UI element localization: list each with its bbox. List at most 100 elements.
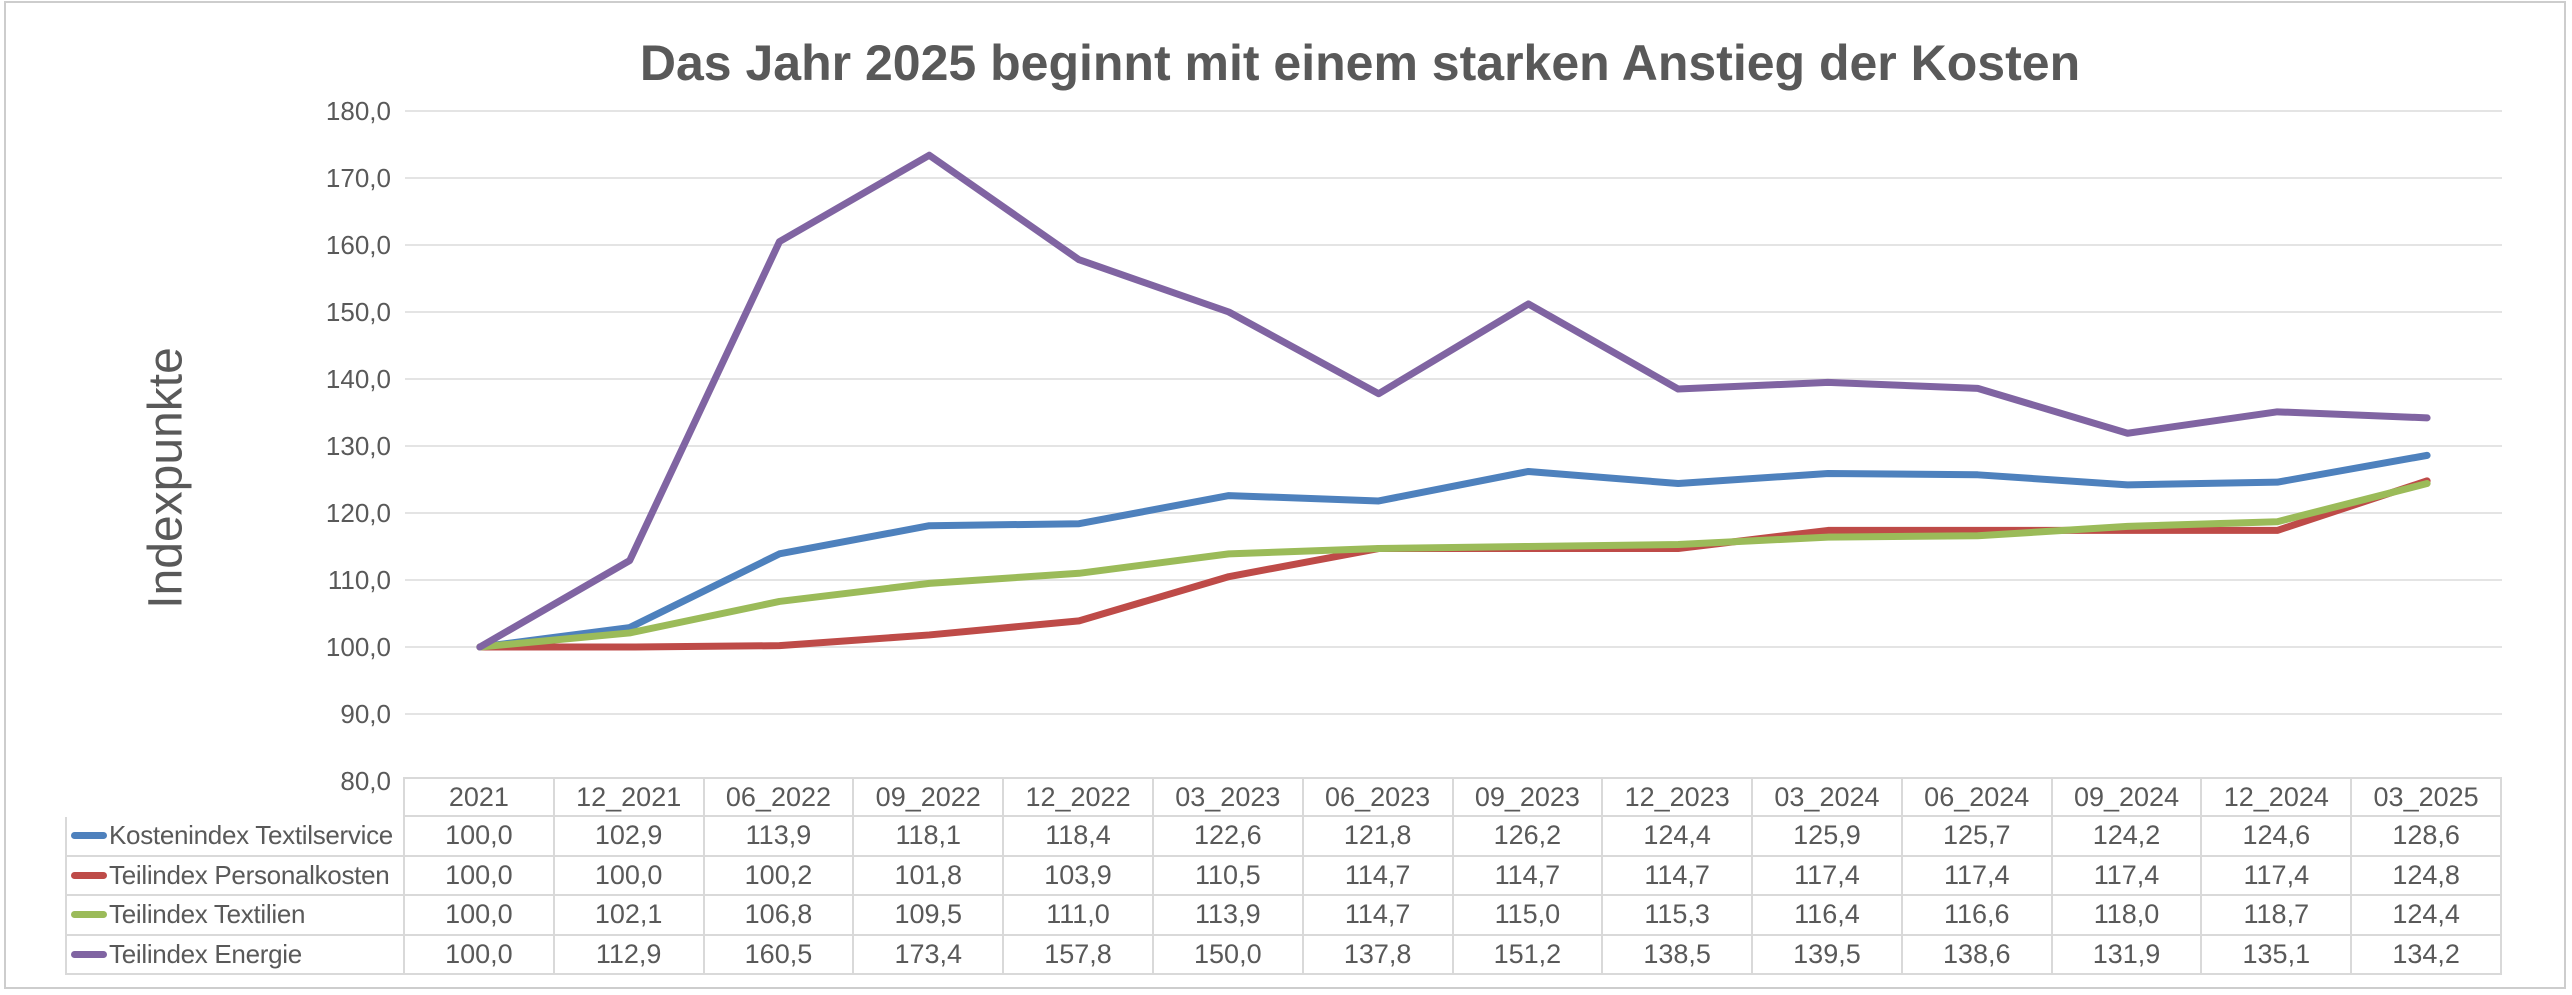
table-value-cell: 151,2	[1453, 935, 1604, 975]
y-axis-tick-label: 150,0	[325, 297, 391, 327]
table-value-cell: 101,8	[854, 856, 1005, 896]
table-value-cell: 125,9	[1753, 817, 1903, 857]
y-axis-tick-label: 140,0	[325, 364, 391, 394]
table-value-cell: 139,5	[1753, 935, 1903, 975]
table-value-cell: 100,0	[405, 856, 555, 896]
table-value-cell: 124,2	[2052, 817, 2203, 857]
table-value-cell: 124,6	[2202, 817, 2353, 857]
legend-key-icon	[71, 911, 107, 919]
category-header-cell: 06_2023	[1303, 777, 1454, 817]
series-line-teilindex-energie	[476, 151, 2431, 651]
table-value-cell: 100,0	[405, 896, 555, 936]
table-value-cell: 118,1	[854, 817, 1005, 857]
y-axis-tick-label: 110,0	[327, 565, 391, 595]
series-name-label: Teilindex Textilien	[109, 899, 306, 930]
series-name-label: Teilindex Energie	[109, 938, 302, 969]
legend-key-icon	[71, 950, 107, 958]
table-value-cell: 117,4	[1753, 856, 1903, 896]
table-value-cell: 138,6	[1902, 935, 2053, 975]
table-row: Kostenindex Textilservice 100,0 102,9 113,9…	[65, 817, 2502, 857]
table-value-cell: 135,1	[2202, 935, 2353, 975]
y-axis-tick-label: 100,0	[325, 632, 391, 662]
table-value-cell: 116,4	[1753, 896, 1903, 936]
category-header-cell: 03_2024	[1753, 777, 1903, 817]
table-value-cell: 118,4	[1004, 817, 1154, 857]
table-value-cell: 113,9	[704, 817, 855, 857]
table-value-cell: 116,6	[1902, 896, 2053, 936]
table-value-cell: 110,5	[1153, 856, 1304, 896]
legend-cell: Teilindex Textilien	[65, 896, 405, 936]
category-header-cell: 09_2023	[1453, 777, 1604, 817]
category-header-cell: 06_2022	[704, 777, 855, 817]
category-header-cell: 03_2025	[2352, 777, 2502, 817]
legend-cell: Kostenindex Textilservice	[65, 817, 405, 857]
table-corner-cell	[65, 777, 405, 817]
table-value-cell: 160,5	[704, 935, 855, 975]
table-value-cell: 125,7	[1902, 817, 2053, 857]
table-value-cell: 109,5	[854, 896, 1005, 936]
table-value-cell: 115,3	[1603, 896, 1754, 936]
series-name-label: Teilindex Personalkosten	[109, 859, 390, 890]
legend-key-icon	[71, 832, 107, 840]
category-header-cell: 12_2024	[2202, 777, 2353, 817]
table-value-cell: 106,8	[704, 896, 855, 936]
table-value-cell: 100,0	[405, 935, 555, 975]
category-header-cell: 12_2023	[1603, 777, 1754, 817]
table-row: 2021 12_2021 06_2022 09_2022 12_2022 03_2023 0…	[65, 777, 2502, 817]
table-value-cell: 113,9	[1153, 896, 1304, 936]
table-value-cell: 117,4	[2052, 856, 2203, 896]
y-axis-tick-label: 160,0	[325, 230, 391, 260]
table-value-cell: 117,4	[2202, 856, 2353, 896]
y-axis-tick-label: 120,0	[325, 498, 391, 528]
table-row: Teilindex Textilien 100,0 102,1 106,8 109,5 1…	[65, 896, 2502, 936]
table-value-cell: 102,9	[554, 817, 705, 857]
table-value-cell: 128,6	[2352, 817, 2502, 857]
table-value-cell: 124,4	[1603, 817, 1754, 857]
table-value-cell: 124,8	[2352, 856, 2502, 896]
chart-title: Das Jahr 2025 beginnt mit einem starken …	[639, 35, 2081, 91]
table-value-cell: 100,0	[405, 817, 555, 857]
series-line-teilindex-textilien	[476, 480, 2431, 651]
table-value-cell: 100,2	[704, 856, 855, 896]
table-value-cell: 100,0	[554, 856, 705, 896]
series-line-teilindex-personalkosten	[476, 477, 2431, 651]
y-axis-tick-label: 130,0	[325, 431, 391, 461]
category-header-cell: 12_2021	[554, 777, 705, 817]
series-line-kostenindex-textilservice	[476, 451, 2431, 651]
table-value-cell: 111,0	[1004, 896, 1154, 936]
table-value-cell: 173,4	[854, 935, 1005, 975]
y-axis-tick-label: 180,0	[325, 96, 391, 126]
table-value-cell: 102,1	[554, 896, 705, 936]
table-value-cell: 121,8	[1303, 817, 1454, 857]
y-axis-tick-label: 170,0	[325, 163, 391, 193]
table-value-cell: 114,7	[1303, 896, 1454, 936]
table-value-cell: 157,8	[1004, 935, 1154, 975]
legend-cell: Teilindex Personalkosten	[65, 856, 405, 896]
data-table: 2021 12_2021 06_2022 09_2022 12_2022 03_2023 0…	[65, 777, 2502, 975]
table-value-cell: 118,7	[2202, 896, 2353, 936]
table-row: Teilindex Energie 100,0 112,9 160,5 173,4 157…	[65, 935, 2502, 975]
table-value-cell: 103,9	[1004, 856, 1154, 896]
table-value-cell: 114,7	[1453, 856, 1604, 896]
y-axis-tick-label: 80,0	[340, 766, 391, 796]
legend-cell: Teilindex Energie	[65, 935, 405, 975]
table-value-cell: 126,2	[1453, 817, 1604, 857]
table-value-cell: 131,9	[2052, 935, 2203, 975]
table-value-cell: 122,6	[1153, 817, 1304, 857]
table-value-cell: 117,4	[1902, 856, 2053, 896]
table-value-cell: 118,0	[2052, 896, 2203, 936]
table-value-cell: 138,5	[1603, 935, 1754, 975]
table-row: Teilindex Personalkosten 100,0 100,0 100,2 1…	[65, 856, 2502, 896]
table-value-cell: 137,8	[1303, 935, 1454, 975]
table-value-cell: 115,0	[1453, 896, 1604, 936]
table-value-cell: 124,4	[2352, 896, 2502, 936]
table-value-cell: 112,9	[554, 935, 705, 975]
category-header-cell: 09_2022	[854, 777, 1005, 817]
series-name-label: Kostenindex Textilservice	[109, 820, 393, 851]
table-value-cell: 150,0	[1153, 935, 1304, 975]
category-header-cell: 03_2023	[1153, 777, 1304, 817]
category-header-cell: 06_2024	[1902, 777, 2053, 817]
legend-key-icon	[71, 871, 107, 879]
table-value-cell: 114,7	[1603, 856, 1754, 896]
